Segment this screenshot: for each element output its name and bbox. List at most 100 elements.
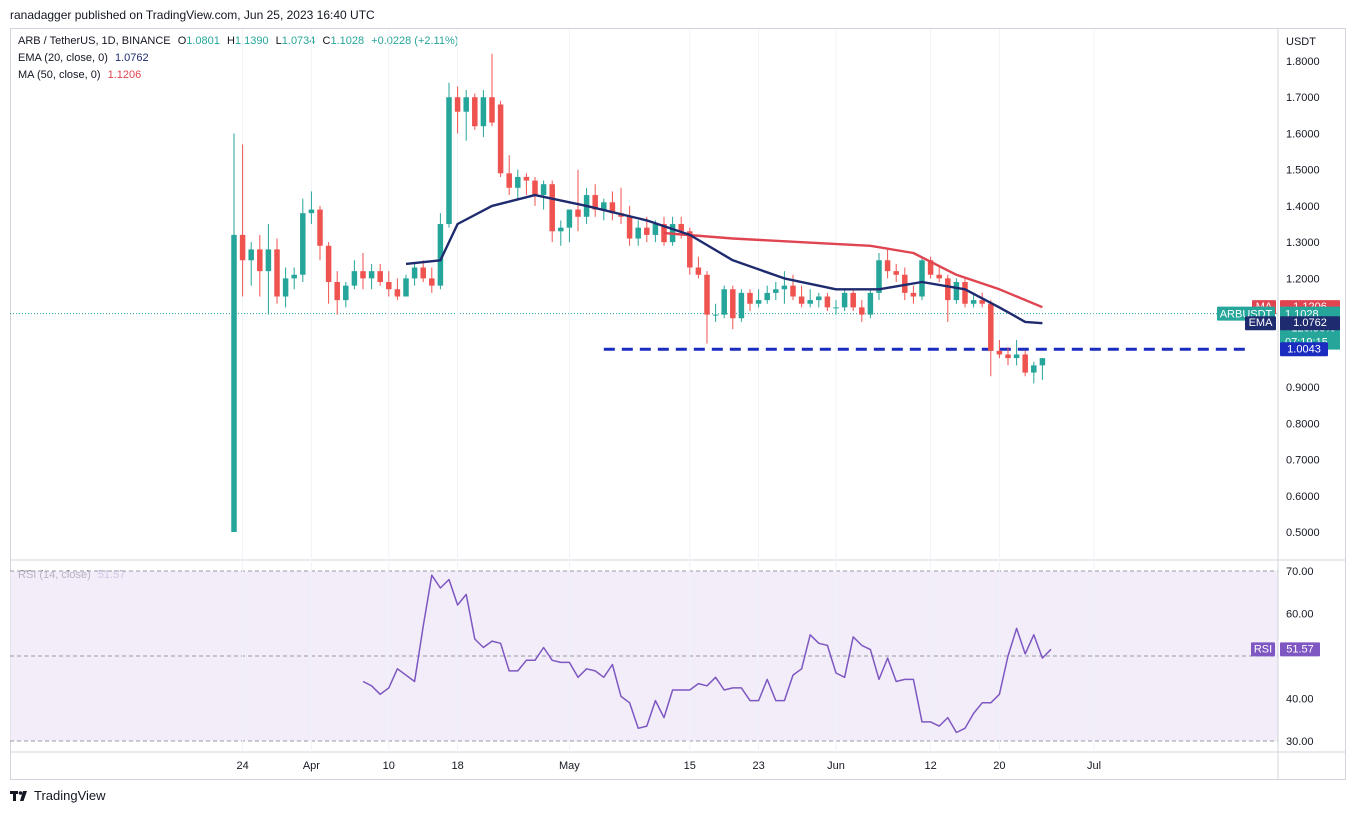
candle-body xyxy=(446,97,452,225)
ma50-line xyxy=(663,231,1043,309)
high-value: 1.1390 xyxy=(234,35,269,47)
open-value: 1.0801 xyxy=(186,35,220,47)
candle xyxy=(936,267,942,283)
candle-body xyxy=(755,300,762,304)
candle-body xyxy=(979,300,985,304)
candle xyxy=(420,260,426,283)
candle-body xyxy=(497,104,504,174)
candle-body xyxy=(816,296,822,301)
candle-body xyxy=(1039,358,1046,366)
candle-body xyxy=(704,274,710,315)
date-tick-label: 10 xyxy=(383,760,395,772)
candle xyxy=(239,144,246,297)
date-tick-label: May xyxy=(559,760,580,772)
candle-body xyxy=(661,224,667,243)
candle-body xyxy=(1022,354,1028,373)
candle xyxy=(953,278,960,304)
candle xyxy=(532,176,538,206)
candle xyxy=(317,205,323,261)
symbol-legend[interactable]: ARB / TetherUS, 1D, BINANCE O1.0801 H1.1… xyxy=(18,35,462,47)
candle xyxy=(867,289,874,319)
candle-body xyxy=(781,285,788,290)
tradingview-footer[interactable]: TradingView xyxy=(10,788,106,803)
rsi-tag-text: RSI xyxy=(1254,643,1272,655)
candle xyxy=(1022,350,1028,377)
tradingview-logo-icon xyxy=(10,790,27,801)
ema-legend-label: EMA (20, close, 0) xyxy=(18,52,108,64)
ema-legend[interactable]: EMA (20, close, 0) 1.0762 xyxy=(18,52,153,64)
price-tick-label: 1.8000 xyxy=(1286,56,1320,68)
rsi-line xyxy=(362,574,1052,734)
candle xyxy=(850,289,856,311)
price-tick-label: 1.7000 xyxy=(1286,92,1320,104)
candle xyxy=(360,253,366,290)
candle xyxy=(325,242,332,304)
candle xyxy=(816,292,822,308)
candle xyxy=(351,260,358,290)
candle-body xyxy=(687,231,693,268)
candle xyxy=(695,256,702,279)
support-value-tag-text: 1.0043 xyxy=(1287,343,1321,355)
candle xyxy=(291,267,297,290)
candle-body xyxy=(489,97,495,123)
price-tick-label: 1.6000 xyxy=(1286,128,1320,140)
candle-body xyxy=(463,97,469,112)
candle-body xyxy=(652,224,659,235)
candle-body xyxy=(609,202,616,214)
price-tick-label: 1.5000 xyxy=(1286,165,1320,177)
candle-body xyxy=(644,227,650,235)
candle xyxy=(945,274,951,322)
candle xyxy=(859,300,865,322)
candle-body xyxy=(403,278,409,297)
candle xyxy=(798,285,805,308)
candle-body xyxy=(515,176,521,188)
candle-body xyxy=(437,224,444,286)
candle-body xyxy=(265,249,272,272)
candle xyxy=(489,53,495,127)
candle xyxy=(738,289,745,322)
candle xyxy=(300,198,306,283)
candle-body xyxy=(626,216,633,239)
ema-legend-value: 1.0762 xyxy=(114,52,149,64)
support-value-tag-box xyxy=(1280,342,1328,357)
candle xyxy=(403,274,409,297)
candle-body xyxy=(884,260,891,272)
ma-legend-label: MA (50, close, 0) xyxy=(18,69,101,81)
candle xyxy=(308,191,315,225)
ma-legend-value: 1.1206 xyxy=(107,69,142,81)
candle xyxy=(712,303,719,322)
symbol-title[interactable]: ARB / TetherUS, 1D, BINANCE xyxy=(18,35,171,47)
candle xyxy=(454,86,461,134)
candle-body xyxy=(394,289,401,297)
candle-body xyxy=(996,350,1003,355)
candle-body xyxy=(867,292,874,315)
support-value-tag: 1.0043 xyxy=(1280,342,1328,357)
candle xyxy=(790,274,796,301)
close-value: 1.1028 xyxy=(330,35,365,47)
candle xyxy=(257,234,263,297)
candle-body xyxy=(635,227,641,239)
price-tick-label: 1.2000 xyxy=(1286,273,1320,285)
candle xyxy=(626,205,633,246)
candle-body xyxy=(575,209,581,217)
candle-body xyxy=(343,285,349,301)
candle xyxy=(575,169,581,232)
candle-body xyxy=(721,289,727,315)
candle-body xyxy=(1013,354,1020,359)
candle xyxy=(661,216,667,246)
rsi-tick-label: 60.00 xyxy=(1286,609,1314,621)
candle-body xyxy=(257,249,263,272)
candle xyxy=(463,89,469,141)
candle xyxy=(394,278,401,301)
candle-body xyxy=(970,300,977,304)
candle-body xyxy=(274,249,280,297)
candle xyxy=(472,93,478,130)
candle xyxy=(1013,339,1020,366)
candle-body xyxy=(351,271,358,286)
candle xyxy=(411,263,418,286)
high-label: H xyxy=(226,35,235,47)
candle-body xyxy=(377,271,383,283)
ma-legend[interactable]: MA (50, close, 0) 1.1206 xyxy=(18,69,145,81)
candle-body xyxy=(747,292,753,304)
